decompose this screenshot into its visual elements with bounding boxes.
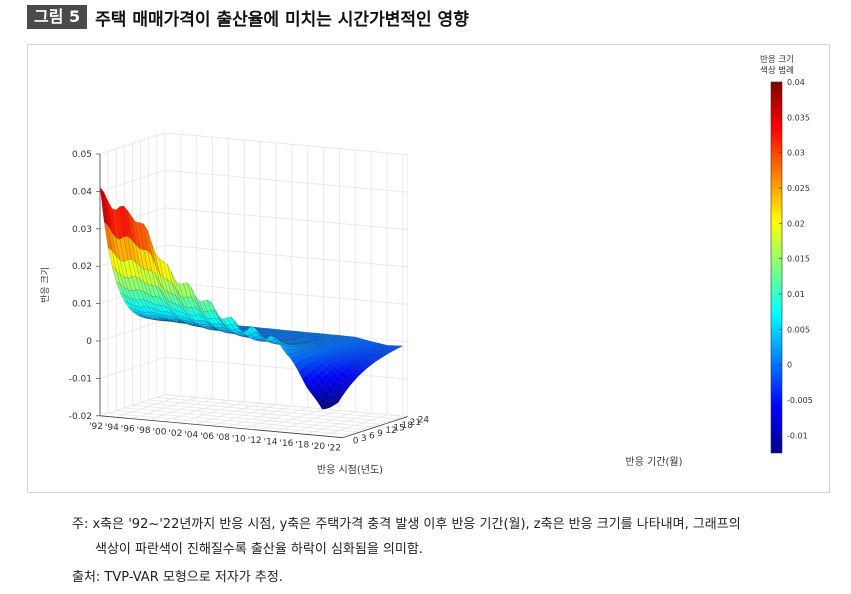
x-tick-label: '04 [184,430,198,440]
x-tick-label: '94 [105,423,119,433]
x-tick-label: '14 [264,438,278,448]
colorbar-tick-label: 0.04 [787,78,805,87]
colorbar-tick-label: 0.005 [787,325,810,334]
colorbar-title-line2: 색상 범례 [760,65,794,76]
figure-number: 그림 5 [27,5,88,29]
figure-title: 주택 매매가격이 출산율에 미치는 시간가변적인 영향 [95,9,469,30]
x-tick-label: '22 [327,443,341,453]
surface-cell [333,396,343,406]
x-tick-label: '10 [232,435,246,445]
z-tick-label: 0.05 [72,150,92,160]
x-axis-label: 반응 시점(년도) [317,464,383,476]
y-gridline [156,135,400,420]
x-tick-label: '92 [89,422,103,432]
y-gridline [148,138,392,423]
colorbar-tick-label: 0.025 [787,184,810,193]
colorbar-tick-label: 0 [787,361,792,370]
surface-layer [99,186,404,410]
y-tick-label: 18 [401,421,413,431]
z-tick-label: 0.01 [72,300,92,310]
colorbar-gradient [770,81,783,454]
x-tick-label: '08 [216,433,230,443]
chart-frame: -0.02 -0.01 0 0.01 0.02 0.03 0.04 0.05 '92'94'96… [27,44,830,493]
colorbar-tick-label: 0.03 [787,149,805,158]
labels-layer: -0.02 -0.01 0 0.01 0.02 0.03 0.04 0.05 '92'94'96… [40,150,683,476]
y-tick-label: 3 [361,434,367,444]
x-tick-label: '06 [200,432,214,442]
y-axis-label: 반응 기간(월) [626,456,683,468]
figure-header: 그림 5 주택 매매가격이 출산율에 미치는 시간가변적인 영향 [27,5,469,30]
z-tick-label: 0 [86,337,92,347]
x-axis-line [99,415,343,439]
colorbar-tick-label: 0.01 [787,290,805,299]
y-tick-label: 9 [377,429,383,439]
y-tick-label: 6 [369,431,375,441]
y-gridline [164,132,408,417]
surface-chart: -0.02 -0.01 0 0.01 0.02 0.03 0.04 0.05 '92'94'96… [40,54,813,476]
z-tick-label: -0.01 [69,374,92,384]
x-tick-label: '98 [137,426,151,436]
x-tick-label: '02 [168,429,182,439]
note-line-2: 색상이 파란색이 진해질수록 출산율 하락이 심화됨을 의미함. [95,542,423,557]
colorbar-tick-label: 0.02 [787,219,805,228]
colorbar-tick-label: -0.005 [787,396,813,405]
x-tick-label: '18 [295,440,309,450]
y-tick-label: 21 [410,418,421,428]
note-line-1: 주: x축은 '92~'22년까지 반응 시점, y축은 주택가격 충격 발생 … [72,517,741,532]
z-tick-label: -0.02 [69,412,92,422]
y-tick-label: 0 [353,437,359,447]
y-tick-label: 24 [418,416,430,426]
x-tick-label: '96 [121,425,135,435]
colorbar-tick-label: -0.01 [787,431,808,440]
x-tick-label: '00 [153,428,167,438]
x-tick-label: '12 [248,436,262,446]
z-tick-label: 0.02 [72,262,92,272]
y-tick-label: 12 [385,426,396,436]
z-axis-label: 반응 크기 [40,267,51,303]
colorbar-tick-label: 0.015 [787,255,810,264]
x-tick-label: '16 [279,439,293,449]
z-tick-label: 0.04 [72,187,92,197]
y-tick-label: 15 [393,423,404,433]
source-line: 출처: TVP-VAR 모형으로 저자가 추정. [72,570,283,585]
colorbar-tick-label: 0.035 [787,113,810,122]
y-axis-line [342,416,408,439]
colorbar-title-line1: 반응 크기 [760,54,794,65]
z-tick-label: 0.03 [72,225,92,235]
x-tick-label: '20 [311,442,325,452]
